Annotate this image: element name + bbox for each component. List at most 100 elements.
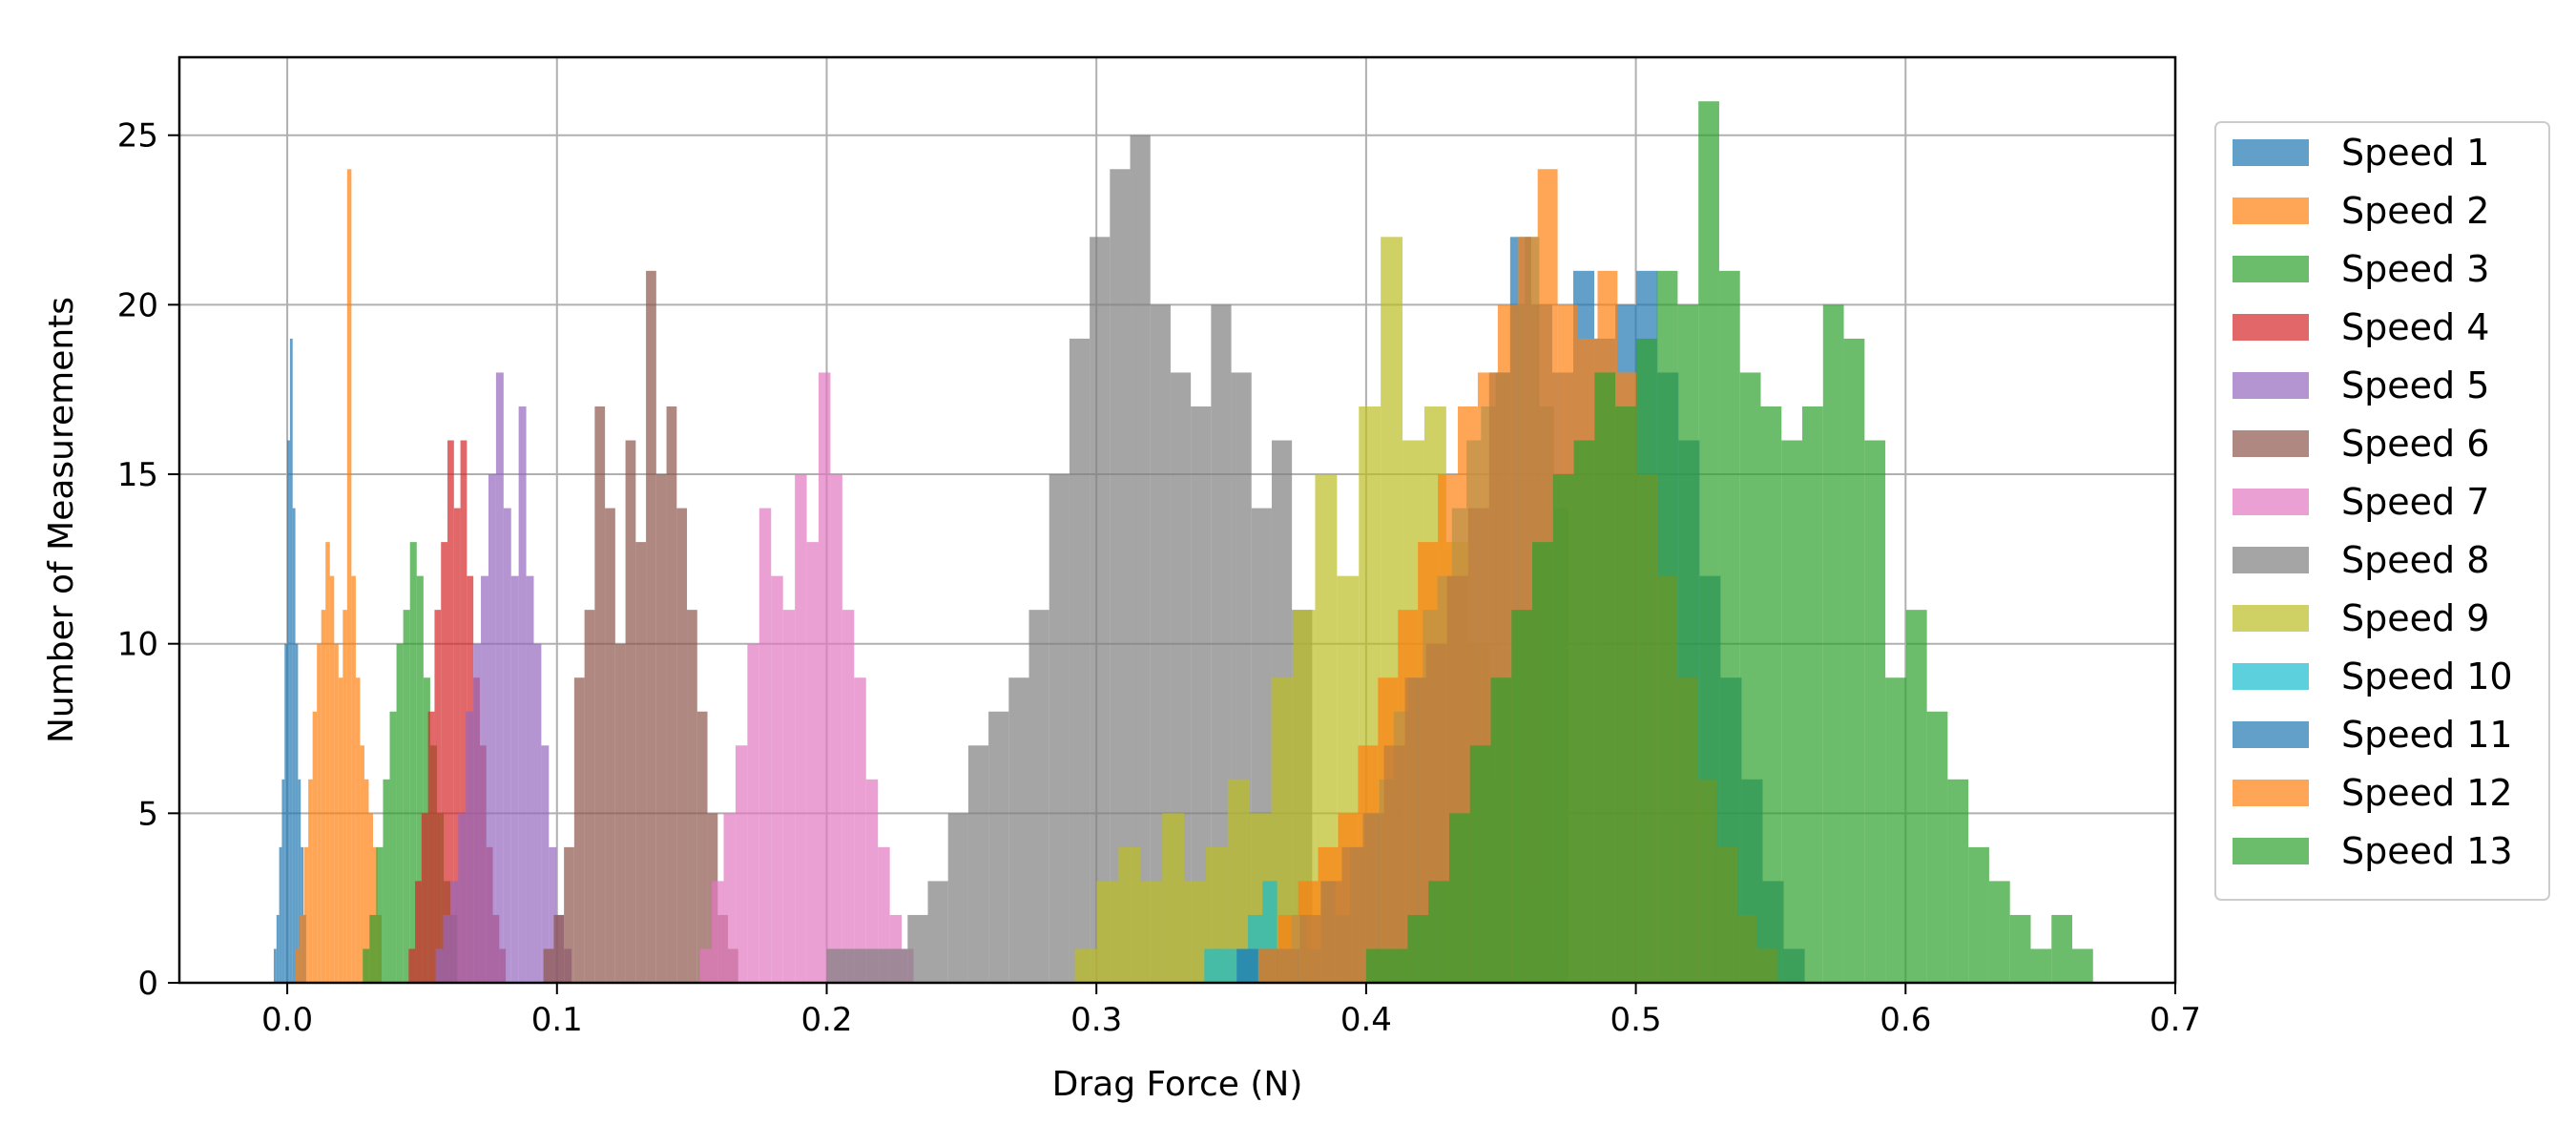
legend-label: Speed 12	[2341, 772, 2513, 814]
x-tick-label: 0.3	[1070, 1001, 1122, 1039]
x-tick-label: 0.5	[1610, 1001, 1662, 1039]
histogram-bar	[287, 440, 290, 983]
histogram-bar	[1407, 914, 1429, 983]
histogram-bar	[553, 914, 565, 983]
histogram-bar	[368, 813, 373, 983]
histogram-bar	[1511, 610, 1533, 983]
histogram-bar	[841, 610, 855, 983]
legend-swatch	[2233, 489, 2309, 515]
histogram-bar	[460, 440, 467, 983]
legend-label: Speed 4	[2341, 306, 2489, 348]
histogram-bar	[646, 270, 656, 983]
x-tick-label: 0.7	[2150, 1001, 2201, 1039]
histogram-bar	[312, 711, 318, 983]
histogram-bar	[1118, 846, 1141, 983]
histogram-bar	[1365, 948, 1387, 983]
histogram-bar	[403, 610, 410, 983]
histogram-bar	[453, 508, 461, 983]
legend-label: Speed 8	[2341, 539, 2489, 581]
histogram-bar	[421, 813, 428, 983]
histogram-bar	[854, 677, 866, 983]
histogram-bar	[1718, 270, 1740, 983]
histogram-bar	[1428, 881, 1449, 983]
histogram-bar	[564, 846, 574, 983]
histogram-bar	[866, 948, 888, 983]
histogram-bar	[1760, 406, 1782, 983]
histogram-bar	[605, 508, 615, 983]
histogram-bar	[284, 643, 288, 983]
histogram-bar	[396, 643, 404, 983]
histogram-bar	[434, 610, 442, 983]
legend-swatch	[2233, 198, 2309, 224]
histogram-bar	[363, 948, 370, 983]
histogram-bar	[1257, 948, 1278, 983]
legend-swatch	[2233, 372, 2309, 399]
x-tick-label: 0.6	[1880, 1001, 1931, 1039]
histogram-bar	[317, 643, 322, 983]
histogram-bars	[273, 101, 2093, 984]
histogram-bar	[360, 745, 364, 983]
histogram-bar	[614, 643, 626, 983]
histogram-bar	[1448, 813, 1470, 983]
histogram-bar	[1090, 237, 1111, 984]
histogram-bar	[1947, 779, 1969, 983]
legend-swatch	[2233, 139, 2309, 166]
histogram-bar	[1677, 304, 1699, 983]
legend-swatch	[2233, 663, 2309, 690]
histogram-bar	[2009, 914, 2031, 983]
histogram-bar	[1218, 948, 1234, 983]
histogram-bar	[1074, 948, 1097, 983]
histogram-bar	[1162, 813, 1185, 983]
histogram-bar	[1739, 372, 1761, 983]
histogram-bar	[300, 914, 304, 983]
legend-swatch	[2233, 780, 2309, 806]
histogram-bar	[1802, 406, 1823, 983]
histogram-bar	[1049, 474, 1070, 983]
histogram-bar	[1698, 101, 1719, 983]
histogram-bar	[1278, 914, 1298, 983]
histogram-bar	[1864, 440, 1886, 983]
histogram-bar	[334, 643, 339, 983]
histogram-bar	[635, 542, 647, 983]
legend-label: Speed 1	[2341, 132, 2489, 174]
x-tick-label: 0.1	[531, 1001, 583, 1039]
legend-swatch	[2233, 314, 2309, 341]
histogram-bar	[355, 677, 361, 983]
histogram-bar	[696, 711, 708, 983]
histogram-bar	[549, 846, 557, 983]
legend-swatch	[2233, 605, 2309, 632]
legend-label: Speed 2	[2341, 190, 2489, 232]
y-tick-label: 20	[117, 286, 158, 324]
histogram-bar	[735, 745, 748, 983]
histogram-bar	[276, 914, 280, 983]
histogram-bar	[1615, 406, 1636, 983]
histogram-bar	[351, 575, 356, 983]
legend-swatch	[2233, 547, 2309, 573]
histogram-bar	[1008, 677, 1029, 983]
histogram-bar	[343, 610, 347, 983]
histogram-bar	[699, 948, 713, 983]
histogram-bar	[1110, 169, 1131, 983]
histogram-bar	[1204, 948, 1219, 983]
histogram-bar	[533, 643, 542, 983]
y-tick-label: 0	[137, 965, 158, 1003]
histogram-bar	[1386, 948, 1408, 983]
histogram-bar	[1140, 881, 1163, 983]
histogram-bar	[346, 169, 352, 983]
histogram-bar	[907, 914, 928, 983]
histogram-bar	[625, 440, 636, 983]
histogram-bar	[409, 542, 417, 983]
legend-label: Speed 11	[2341, 714, 2513, 756]
histogram-bar	[295, 643, 299, 983]
histogram-bar	[303, 846, 309, 983]
x-axis-label: Drag Force (N)	[1052, 1065, 1303, 1104]
histogram-bar	[1656, 270, 1678, 983]
y-tick-label: 5	[137, 795, 158, 833]
legend-swatch	[2233, 838, 2309, 864]
histogram-bar	[308, 779, 313, 983]
histogram-bar	[338, 677, 343, 983]
histogram-bar	[503, 508, 511, 983]
histogram-bar	[389, 711, 397, 983]
histogram-bar	[1130, 135, 1151, 983]
x-tick-label: 0.0	[261, 1001, 313, 1039]
